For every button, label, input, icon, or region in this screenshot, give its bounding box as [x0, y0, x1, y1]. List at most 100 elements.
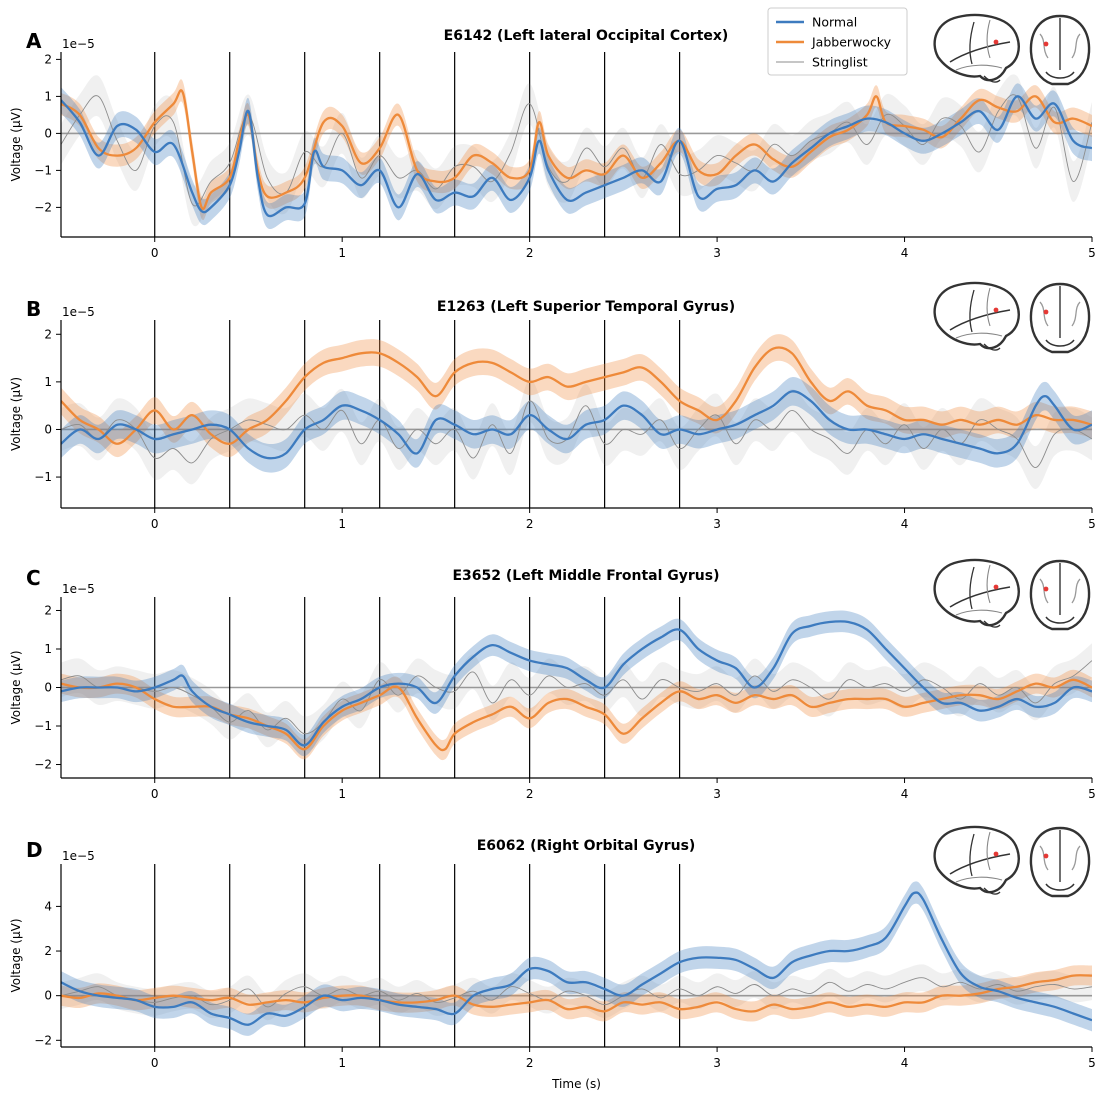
x-tick-label: 3: [713, 246, 721, 260]
y-axis-label: Voltage (µV): [9, 107, 23, 181]
brain-cerebellum: [983, 887, 1001, 895]
y-tick-label: −2: [34, 1033, 52, 1047]
panel-D: D E6062 (Right Orbital Gyrus) 1e−5 Voltage …: [9, 825, 1096, 1091]
y-scale-label: 1e−5: [62, 37, 95, 51]
stringlist-ci-band: [61, 74, 1092, 227]
y-tick-label: −1: [34, 163, 52, 177]
y-tick-label: −1: [34, 719, 52, 733]
electrode-marker: [993, 39, 999, 45]
brain-sulcus: [955, 64, 1003, 71]
y-scale-label: 1e−5: [62, 849, 95, 863]
brain-posterior-icon: [1029, 559, 1091, 631]
brain-sulcus: [949, 586, 1011, 608]
normal-series-line: [61, 891, 1092, 1026]
x-tick-label: 1: [338, 517, 346, 531]
y-tick-label: 4: [44, 899, 52, 913]
x-tick-label: 1: [338, 246, 346, 260]
brain-posterior-icon: [1029, 14, 1091, 86]
electrode-marker: [993, 584, 999, 590]
brain-sulcus: [949, 309, 1011, 331]
brain-sulcus: [986, 19, 991, 59]
jabberwocky-ci-band: [61, 669, 1092, 761]
stringlist-series-line: [61, 94, 1092, 207]
y-tick-label: 2: [44, 603, 52, 617]
legend-box: [767, 7, 908, 76]
x-axis-label: Time (s): [551, 1077, 601, 1091]
y-tick-label: 0: [44, 422, 52, 436]
brain-lateral-icon: [933, 558, 1020, 628]
brain-sulcus: [986, 287, 991, 327]
x-tick-label: 4: [901, 517, 909, 531]
jabberwocky-series-line: [61, 974, 1092, 1013]
brain-lateral-icon: [933, 281, 1020, 351]
electrode-marker: [1043, 309, 1049, 315]
brain-cerebellum: [1045, 71, 1075, 79]
y-tick-label: 0: [44, 126, 52, 140]
x-tick-label: 4: [901, 787, 909, 801]
x-tick-label: 2: [526, 246, 534, 260]
stringlist-ci-band: [61, 643, 1092, 752]
electrode-marker: [993, 851, 999, 857]
y-tick-label: 2: [44, 327, 52, 341]
brain-sulcus: [955, 609, 1003, 616]
x-tick-label: 2: [526, 787, 534, 801]
panel-letter: D: [26, 838, 43, 862]
y-axis-label: Voltage (µV): [9, 650, 23, 724]
jabberwocky-ci-band: [61, 79, 1092, 221]
normal-series-line: [61, 620, 1092, 747]
x-tick-label: 0: [151, 246, 159, 260]
brain-outline: [933, 13, 1020, 82]
x-tick-label: 3: [713, 1056, 721, 1070]
panel-B: B E1263 (Left Superior Temporal Gyrus) 1e−…: [9, 281, 1096, 531]
panel-title: E6062 (Right Orbital Gyrus): [477, 838, 696, 854]
normal-ci-band: [61, 610, 1092, 757]
y-scale-label: 1e−5: [62, 305, 95, 319]
normal-series-line: [61, 390, 1092, 460]
x-tick-label: 5: [1088, 517, 1096, 531]
stringlist-series-line: [61, 660, 1092, 735]
panel-letter: C: [26, 566, 41, 590]
x-tick-label: 4: [901, 246, 909, 260]
brain-sulcus: [949, 853, 1011, 875]
brain-posterior-icon: [1029, 282, 1091, 354]
electrode-marker: [1043, 853, 1049, 859]
brain-cerebellum: [1045, 339, 1075, 347]
y-tick-label: 2: [44, 944, 52, 958]
y-axis-label: Voltage (µV): [9, 377, 23, 451]
brain-cerebellum: [983, 620, 1001, 628]
x-tick-label: 1: [338, 787, 346, 801]
electrode-marker: [1043, 586, 1049, 592]
brain-sulcus: [986, 831, 991, 871]
stringlist-series-line: [61, 400, 1092, 468]
x-tick-label: 4: [901, 1056, 909, 1070]
panel-letter: A: [26, 29, 42, 53]
brain-cerebellum: [983, 75, 1001, 83]
legend-label-normal: Normal: [812, 15, 857, 30]
x-tick-label: 2: [526, 1056, 534, 1070]
x-tick-label: 3: [713, 787, 721, 801]
y-axis-label: Voltage (µV): [9, 918, 23, 992]
x-tick-label: 3: [713, 517, 721, 531]
y-tick-label: 1: [44, 642, 52, 656]
brain-sulcus: [969, 289, 975, 333]
panel-A: A E6142 (Left lateral Occipital Cortex) 1e…: [9, 13, 1096, 260]
panel-letter: B: [26, 297, 41, 321]
x-tick-label: 1: [338, 1056, 346, 1070]
electrode-marker: [1043, 41, 1049, 47]
electrode-marker: [993, 307, 999, 313]
brain-sulcus: [969, 833, 975, 877]
brain-cerebellum: [983, 343, 1001, 351]
legend-label-jabberwocky: Jabberwocky: [811, 35, 892, 50]
y-tick-label: 2: [44, 52, 52, 66]
legend-label-stringlist: Stringlist: [812, 55, 868, 70]
x-tick-label: 5: [1088, 1056, 1096, 1070]
jabberwocky-series-line: [61, 346, 1092, 445]
brain-sulcus: [955, 876, 1003, 883]
x-tick-label: 0: [151, 517, 159, 531]
x-tick-label: 5: [1088, 246, 1096, 260]
brain-outline: [933, 825, 1020, 894]
brain-outline: [933, 281, 1020, 350]
x-tick-label: 2: [526, 517, 534, 531]
brain-sulcus: [955, 332, 1003, 339]
